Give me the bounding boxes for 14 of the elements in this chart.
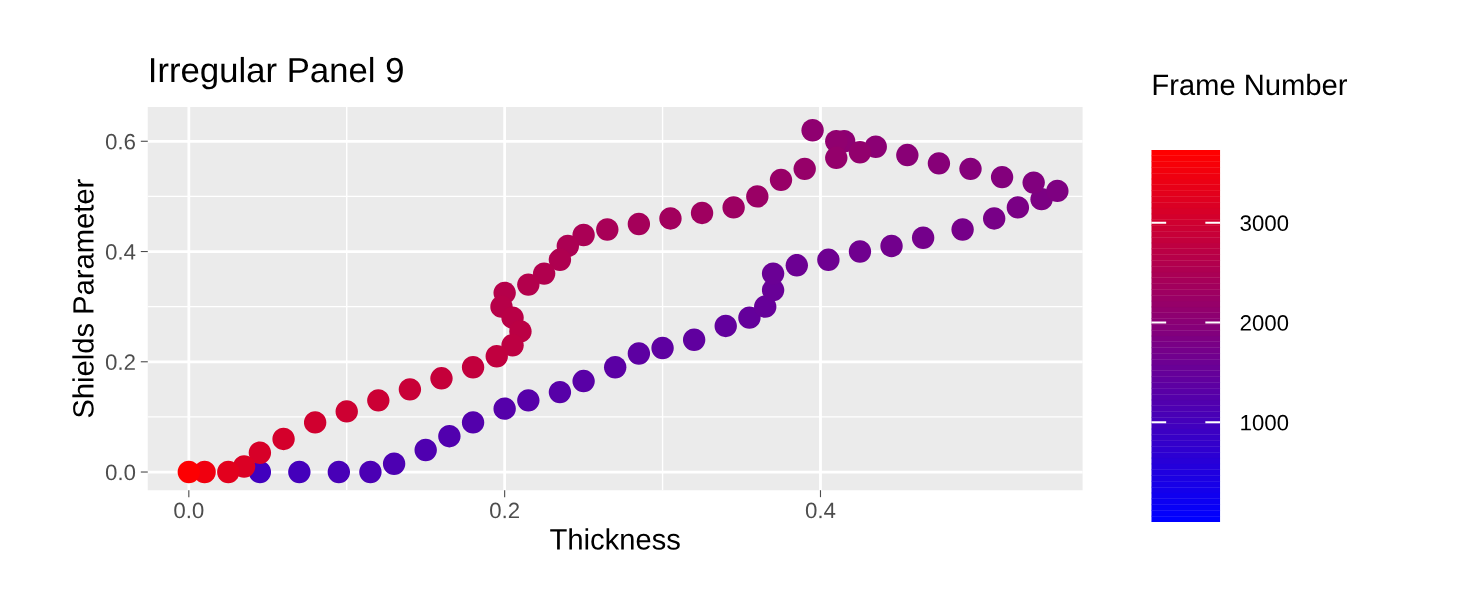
y-tick-label: 0.4 [105, 244, 136, 260]
color-bar-label: 1000 [1241, 414, 1289, 431]
color-bar-label: 2000 [1240, 315, 1289, 331]
legend-title: Frame Number [1153, 73, 1347, 96]
x-tick-label: 0.0 [174, 502, 204, 519]
y-tick-label: 0.6 [105, 133, 135, 150]
y-tick-label: 0.2 [105, 354, 135, 371]
x-axis-title: Thickness [550, 528, 680, 550]
x-tick-label: 0.2 [490, 502, 519, 519]
color-bar-label: 3000 [1240, 215, 1289, 232]
y-tick-label: 0.0 [105, 464, 136, 481]
x-tick-label: 0.4 [805, 502, 836, 519]
chart-title: Irregular Panel 9 [150, 56, 403, 90]
y-axis-title: Shields Parameter [72, 179, 94, 418]
